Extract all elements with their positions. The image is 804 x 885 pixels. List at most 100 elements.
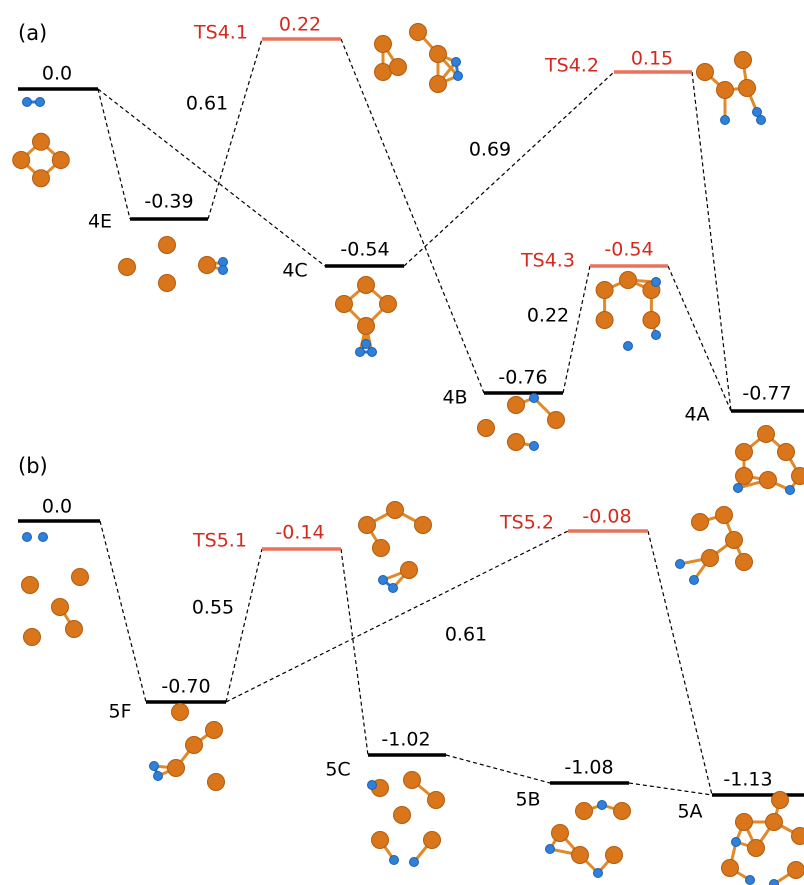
cluster-icon	[375, 24, 463, 93]
cu-atom	[373, 540, 390, 557]
cu-atom	[22, 577, 39, 594]
panel-label: (b)	[18, 454, 48, 478]
cu-atom	[508, 434, 525, 451]
cu-atom	[380, 296, 397, 313]
state-name: 5A	[677, 801, 702, 823]
cu-atom	[739, 80, 756, 97]
cluster-icon	[336, 277, 397, 357]
cu-atom	[206, 722, 223, 739]
cluster-icon	[546, 801, 631, 878]
connector	[629, 783, 712, 795]
energy-value: -0.76	[498, 367, 547, 389]
n-atom	[734, 484, 743, 493]
n-atom	[368, 348, 377, 357]
n-atom	[362, 340, 371, 349]
cu-atom	[430, 76, 447, 93]
n-atom	[154, 772, 163, 781]
cu-atom	[66, 621, 83, 638]
n-atom	[652, 331, 661, 340]
cluster-icon	[478, 394, 565, 451]
energy-value: -0.77	[742, 383, 791, 405]
cu-atom	[186, 737, 203, 754]
cu-atom	[548, 412, 565, 429]
cu-atom	[24, 629, 41, 646]
cu-atom	[415, 517, 432, 534]
n-atom	[530, 442, 539, 451]
n-atom	[690, 576, 699, 585]
barrier-value: 0.61	[445, 624, 487, 646]
connector	[100, 521, 146, 702]
cu-atom	[697, 64, 714, 81]
cu-atom	[52, 599, 69, 616]
n-atom	[150, 762, 159, 771]
cu-atom	[358, 318, 375, 335]
cluster-icon	[23, 533, 48, 542]
state-name: TS4.2	[544, 55, 599, 77]
cu-atom	[792, 828, 804, 845]
n-atom	[786, 486, 795, 495]
cu-atom	[552, 825, 569, 842]
cu-atom	[722, 860, 739, 877]
cu-atom	[760, 472, 777, 489]
energy-diagram: (a)0.0-0.394E0.22TS4.1-0.544C0.15TS4.2-0…	[0, 0, 804, 885]
cu-atom	[404, 772, 421, 789]
connector	[668, 266, 731, 411]
cu-atom	[390, 59, 407, 76]
energy-value: -0.08	[582, 506, 631, 528]
state-name: TS4.3	[520, 250, 575, 272]
n-atom	[410, 858, 419, 867]
cu-atom	[52, 152, 69, 169]
state-name: 5C	[325, 759, 350, 781]
energy-value: -0.14	[275, 522, 324, 544]
barrier-value: 0.69	[469, 139, 511, 161]
state-name: 4A	[684, 404, 709, 426]
cu-atom	[748, 840, 765, 857]
n-atom	[454, 72, 463, 81]
cluster-icon	[150, 704, 225, 791]
cluster-icon	[368, 772, 445, 867]
n-atom	[368, 781, 377, 790]
cu-atom	[428, 792, 445, 809]
cluster-icon	[596, 272, 660, 351]
n-atom	[746, 876, 755, 885]
cu-atom	[13, 152, 30, 169]
energy-value: 0.15	[631, 48, 673, 70]
cluster-icon	[722, 792, 804, 885]
connector	[98, 89, 130, 219]
state-name: TS5.1	[192, 530, 247, 552]
connector	[226, 531, 568, 702]
n-atom	[39, 533, 48, 542]
state-name: 4E	[88, 211, 112, 233]
cu-atom	[692, 514, 709, 531]
n-atom	[356, 348, 365, 357]
n-atom	[732, 838, 741, 847]
cluster-icon	[676, 507, 753, 585]
state-name: 5B	[515, 789, 540, 811]
energy-value: 0.0	[42, 63, 72, 85]
connector	[446, 755, 550, 783]
cu-atom	[788, 862, 804, 879]
cu-atom	[614, 803, 631, 820]
cu-atom	[375, 36, 392, 53]
cu-atom	[358, 277, 375, 294]
cu-atom	[758, 426, 775, 443]
cluster-icon	[13, 133, 70, 186]
cluster-icon	[359, 502, 432, 593]
cluster-icon	[23, 98, 45, 107]
n-atom	[624, 342, 633, 351]
energy-value: -1.13	[723, 769, 772, 791]
cu-atom	[736, 554, 753, 571]
n-atom	[546, 845, 555, 854]
cu-atom	[430, 46, 447, 63]
cu-atom	[620, 272, 637, 289]
n-atom	[753, 108, 762, 117]
state-name: TS5.2	[499, 512, 554, 534]
cu-atom	[735, 52, 752, 69]
n-atom	[390, 856, 399, 865]
cu-atom	[119, 259, 136, 276]
cluster-icon	[697, 52, 766, 125]
energy-value: -1.02	[381, 729, 430, 751]
cu-atom	[717, 82, 734, 99]
cu-atom	[410, 24, 427, 41]
cu-atom	[336, 296, 353, 313]
